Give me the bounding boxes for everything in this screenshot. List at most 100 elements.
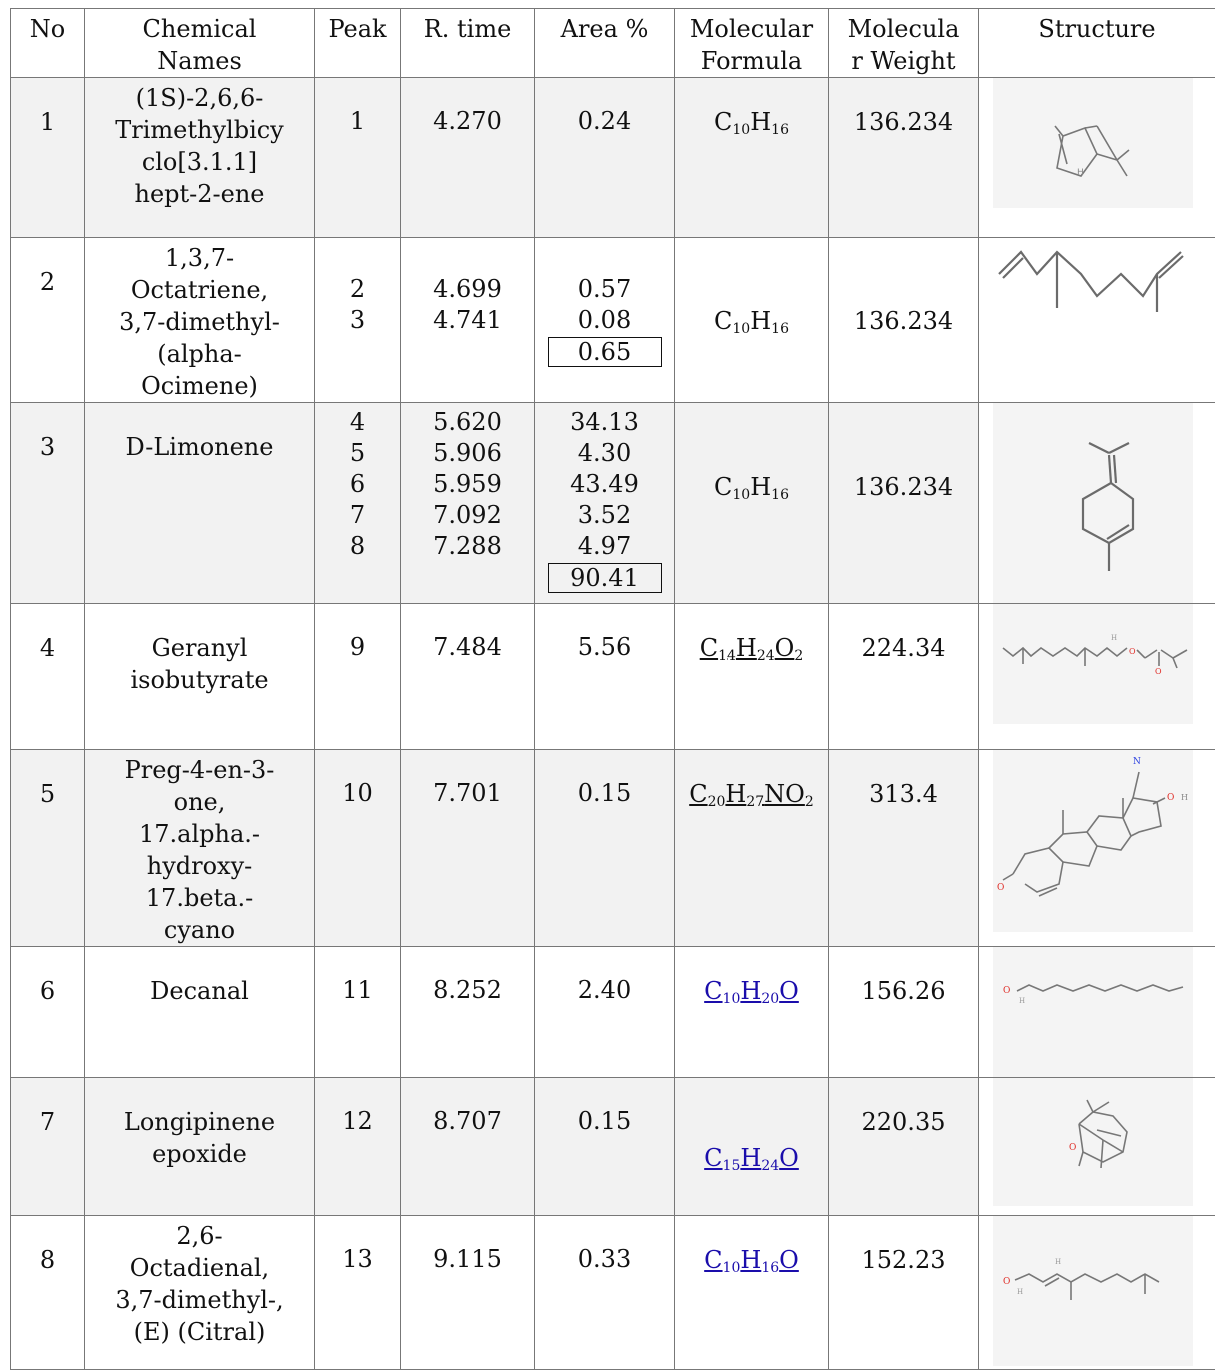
header-peak: Peak bbox=[315, 9, 401, 78]
formula-element: H bbox=[740, 977, 761, 1005]
formula-subscript: 24 bbox=[761, 1158, 779, 1174]
o-atom-label: O bbox=[1069, 1143, 1076, 1153]
chemical-name: Decanal bbox=[85, 947, 315, 1078]
formula-subscript: 10 bbox=[732, 321, 750, 337]
formula-subscript: 16 bbox=[761, 1260, 779, 1276]
formula-element: H bbox=[750, 473, 771, 501]
area-total-box: 0.65 bbox=[548, 337, 662, 367]
h-atom-label: H bbox=[1055, 1258, 1061, 1266]
table-row: 5 Preg-4-en-3-one,17.alpha.-hydroxy-17.b… bbox=[11, 750, 1215, 947]
rtime-value: 4.699 bbox=[401, 274, 534, 305]
rtime-value: 5.906 bbox=[401, 438, 534, 469]
formula-cell: C15H24O bbox=[675, 1078, 829, 1216]
o-atom-label: O bbox=[997, 883, 1004, 893]
row-number: 7 bbox=[11, 1078, 85, 1216]
formula-element: H bbox=[740, 1246, 761, 1274]
peak-cell: 11 bbox=[315, 947, 401, 1078]
chemical-name-line: clo[3.1.1] bbox=[85, 146, 314, 178]
rtime-cell: 8.707 bbox=[401, 1078, 535, 1216]
ocimene-structure bbox=[993, 238, 1193, 338]
chemical-name-line: 17.beta.- bbox=[85, 882, 314, 914]
weight-cell: 152.23 bbox=[829, 1216, 979, 1370]
formula-subscript: 16 bbox=[771, 122, 789, 138]
area-value: 0.15 bbox=[535, 1106, 674, 1137]
row-number: 3 bbox=[11, 403, 85, 604]
formula-element: H bbox=[725, 780, 746, 808]
table-row: 6 Decanal 11 8.252 2.40 C10H20O 156.26 O… bbox=[11, 947, 1215, 1078]
longipinene-epoxide-structure: O bbox=[993, 1078, 1193, 1206]
area-cell: 0.24 bbox=[535, 78, 675, 238]
rtime-cell: 7.484 bbox=[401, 604, 535, 750]
area-value: 0.08 bbox=[535, 305, 674, 336]
rtime-value: 7.288 bbox=[401, 531, 534, 562]
formula-link[interactable]: C10H20O bbox=[704, 977, 799, 1005]
peak-value: 13 bbox=[315, 1244, 400, 1275]
chemical-name: 2,6-Octadienal,3,7-dimethyl-,(E) (Citral… bbox=[85, 1216, 315, 1370]
formula-element: H bbox=[750, 307, 771, 335]
rtime-cell: 9.115 bbox=[401, 1216, 535, 1370]
table-row: 2 1,3,7-Octatriene,3,7-dimethyl-(alpha-O… bbox=[11, 238, 1215, 403]
chemical-name-line: one, bbox=[85, 786, 314, 818]
area-value: 0.57 bbox=[535, 274, 674, 305]
row-number: 2 bbox=[11, 238, 85, 403]
area-cell: 5.56 bbox=[535, 604, 675, 750]
row-number: 1 bbox=[11, 78, 85, 238]
peak-value: 8 bbox=[315, 531, 400, 562]
peak-value: 9 bbox=[315, 632, 400, 663]
chemical-name-line: 3,7-dimethyl- bbox=[85, 306, 314, 338]
h-atom-label: H bbox=[1019, 997, 1025, 1005]
header-no: No bbox=[11, 9, 85, 78]
row-number: 6 bbox=[11, 947, 85, 1078]
formula-subscript: 20 bbox=[761, 991, 779, 1007]
formula-subscript: 10 bbox=[723, 991, 741, 1007]
formula-cell: C20H27NO2 bbox=[675, 750, 829, 947]
formula-cell: C14H24O2 bbox=[675, 604, 829, 750]
chemical-name-line: 1,3,7- bbox=[85, 242, 314, 274]
chemical-name: Preg-4-en-3-one,17.alpha.-hydroxy-17.bet… bbox=[85, 750, 315, 947]
peak-value: 4 bbox=[315, 407, 400, 438]
formula-element: C bbox=[704, 977, 722, 1005]
chemical-name-line: (alpha- bbox=[85, 338, 314, 370]
formula-text: C10H16 bbox=[714, 307, 789, 335]
peak-value: 1 bbox=[315, 106, 400, 137]
chemical-name-line: epoxide bbox=[85, 1138, 314, 1170]
formula-element: C bbox=[689, 780, 707, 808]
o-atom-label: O bbox=[1003, 1277, 1010, 1287]
formula-element: NO bbox=[764, 780, 805, 808]
weight-cell: 136.234 bbox=[829, 78, 979, 238]
weight-cell: 136.234 bbox=[829, 238, 979, 403]
formula-subscript: 2 bbox=[805, 794, 814, 810]
formula-element: O bbox=[779, 1144, 799, 1172]
weight-cell: 136.234 bbox=[829, 403, 979, 604]
formula-subscript: 27 bbox=[746, 794, 764, 810]
rtime-value: 4.270 bbox=[401, 106, 534, 137]
chemical-name-line: 3,7-dimethyl-, bbox=[85, 1284, 314, 1316]
area-cell: 0.33 bbox=[535, 1216, 675, 1370]
formula-element: C bbox=[700, 634, 718, 662]
h-atom-label: H bbox=[1181, 793, 1188, 802]
o-atom-label: O bbox=[1155, 667, 1162, 676]
area-value: 0.33 bbox=[535, 1244, 674, 1275]
formula-text: C10H16 bbox=[714, 108, 789, 136]
weight-cell: 313.4 bbox=[829, 750, 979, 947]
formula-element: O bbox=[779, 977, 799, 1005]
formula-element: O bbox=[775, 634, 795, 662]
area-value: 0.24 bbox=[535, 106, 674, 137]
formula-subscript: 20 bbox=[708, 794, 726, 810]
formula-link[interactable]: C15H24O bbox=[704, 1144, 799, 1172]
formula-link[interactable]: C10H16O bbox=[704, 1246, 799, 1274]
formula-element: C bbox=[704, 1144, 722, 1172]
area-value: 5.56 bbox=[535, 632, 674, 663]
area-value: 34.13 bbox=[535, 407, 674, 438]
rtime-cell: 4.270 bbox=[401, 78, 535, 238]
chemical-name: D-Limonene bbox=[85, 403, 315, 604]
formula-subscript: 10 bbox=[732, 122, 750, 138]
